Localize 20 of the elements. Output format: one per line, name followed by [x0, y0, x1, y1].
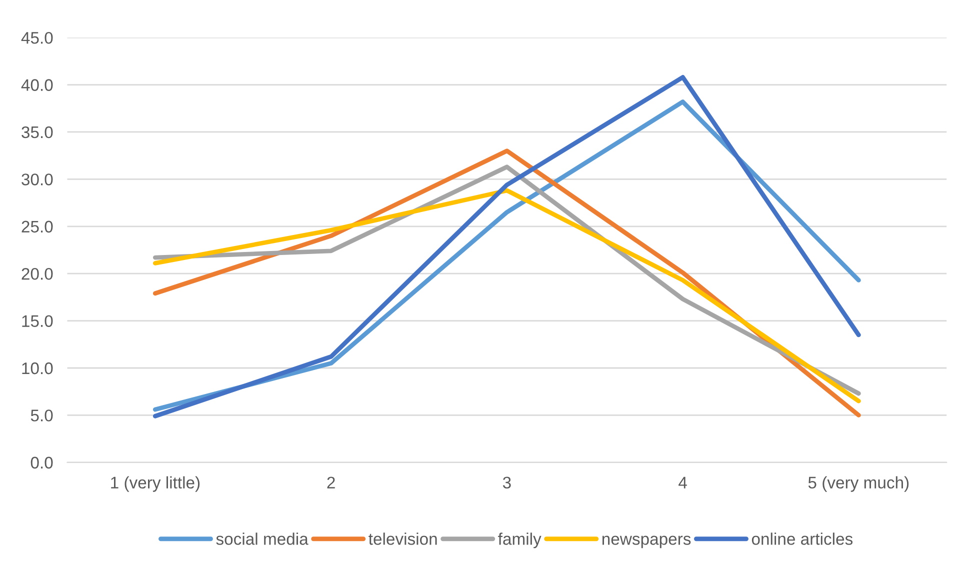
legend-label: online articles: [752, 532, 853, 545]
legend-label: social media: [216, 532, 308, 545]
y-tick-label: 15.0: [22, 315, 53, 327]
y-tick-label: 10.0: [22, 362, 53, 374]
y-tick-label: 0.0: [30, 456, 53, 469]
x-tick-label: 1 (very little): [111, 476, 200, 492]
x-tick-label: 5 (very much): [808, 476, 909, 492]
legend-label: newspapers: [602, 536, 691, 548]
y-tick-label: 35.0: [22, 126, 53, 138]
y-tick-label: 20.0: [22, 268, 53, 280]
y-tick-label: 30.0: [22, 174, 53, 186]
x-tick-label: 2: [327, 476, 335, 488]
x-tick-label: 3: [502, 476, 511, 489]
x-tick-label: 4: [678, 476, 687, 488]
legend-label: television: [368, 532, 437, 545]
y-tick-label: 45.0: [21, 32, 53, 44]
y-tick-label: 40.0: [21, 79, 53, 91]
legend-label: family: [498, 532, 542, 548]
y-tick-label: 5.0: [30, 410, 53, 422]
y-tick-label: 25.0: [22, 220, 53, 233]
